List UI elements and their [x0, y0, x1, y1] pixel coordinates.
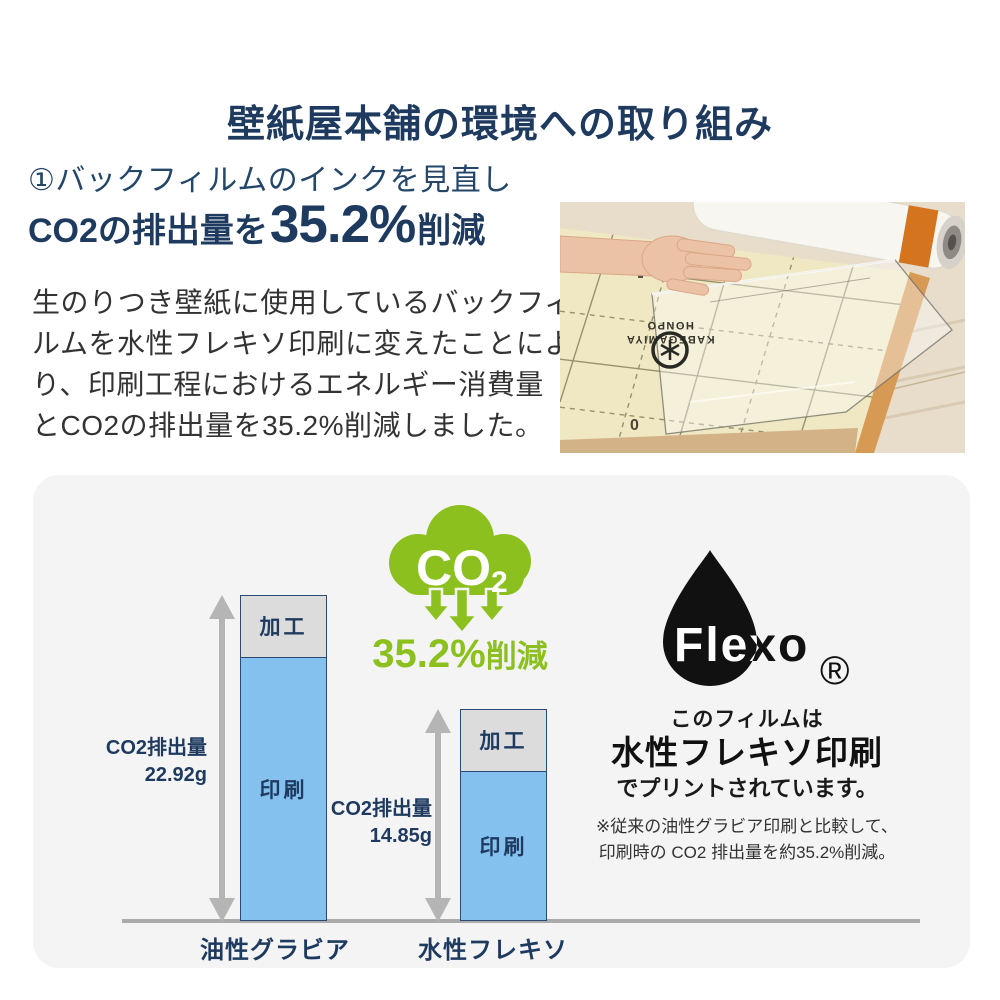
segment-label: 加工 — [479, 730, 528, 754]
segment-label: 印刷 — [259, 778, 308, 802]
co2-cloud-icon: CO2 — [389, 505, 531, 635]
backing-film-photo: 0 KABEGAMIYA HONPO — [560, 202, 965, 453]
emission-label: CO2排出量 22.92g — [57, 735, 207, 789]
comparison-panel: 加工 印刷 加工 印刷 CO2排出量 22.92g CO2排出量 14.85g … — [33, 475, 970, 968]
cardboard-edge — [560, 428, 858, 453]
flexo-wordmark-knockout: Flexo — [674, 619, 809, 672]
result-suffix: 削減 — [417, 212, 486, 250]
film-fold — [709, 277, 871, 303]
segment-process: 加工 — [461, 709, 546, 772]
registered-mark: ® — [820, 649, 849, 693]
range-arrow-icon — [425, 709, 451, 922]
film-statement-2: 水性フレキソ印刷 — [611, 734, 883, 771]
intro-body-line: 生のりつき壁紙に使用しているバックフィ — [32, 287, 573, 318]
category-label: 油性グラビア — [200, 937, 350, 964]
droplet-icon — [663, 550, 757, 686]
reduction-suffix: 削減 — [485, 639, 548, 674]
bar-water-flexo: 加工 印刷 — [460, 708, 547, 921]
paper-roll — [692, 202, 965, 270]
film-logo — [651, 331, 689, 369]
ruler-mark: 0 — [630, 417, 639, 434]
sheet-edge-strip — [855, 272, 930, 453]
emission-label-value: 22.92g — [144, 764, 207, 786]
page-title: 壁紙屋本舗の環境への取り組み — [226, 104, 773, 147]
emission-label: CO2排出量 14.85g — [282, 796, 432, 850]
segment-print: 印刷 — [241, 657, 326, 920]
segment-print: 印刷 — [461, 772, 546, 920]
segment-process: 加工 — [241, 595, 326, 658]
reduction-value: 35.2% — [372, 632, 486, 676]
comparison-note-1: ※従来の油性グラビア印刷と比較して、 — [596, 817, 898, 836]
flexo-wordmark: Flexo — [674, 619, 809, 672]
film-brand-text: KABEGAMIYA HONPO — [625, 319, 714, 345]
intro-heading: ①バックフィルムのインクを見直し — [28, 164, 512, 197]
segment-label: 印刷 — [479, 836, 528, 859]
reduction-label: 35.2%削減 — [335, 631, 585, 677]
hand — [560, 235, 752, 296]
segment-label: 加工 — [259, 616, 308, 640]
chart-baseline — [122, 919, 920, 923]
film-fold — [689, 381, 856, 403]
film-statement-3: でプリントされています。 — [616, 776, 878, 801]
result-value: 35.2% — [269, 195, 416, 254]
emission-label-title: CO2排出量 — [330, 798, 432, 820]
range-arrow-icon — [209, 595, 235, 922]
co2-cloud-text: CO2 — [416, 540, 508, 599]
co2-result-line: CO2の排出量を 35.2% 削減 — [28, 194, 485, 255]
film-statement-1: このフィルムは — [670, 708, 824, 731]
wallpaper-sheet — [560, 228, 910, 453]
emission-label-value: 14.85g — [369, 825, 432, 847]
flexo-logo: Flexo Flexo ® — [663, 550, 849, 693]
bar-oil-gravure: 加工 印刷 — [240, 594, 327, 921]
intro-body-line: ルムを水性フレキソ印刷に変えたことによ — [32, 328, 573, 359]
result-prefix: CO2の排出量を — [28, 212, 268, 250]
intro-body: 生のりつき壁紙に使用しているバックフィ ルムを水性フレキソ印刷に変えたことによ … — [32, 282, 573, 446]
down-arrows-icon — [419, 587, 509, 635]
svg-text:HONPO: HONPO — [646, 319, 694, 331]
svg-text:KABEGAMIYA: KABEGAMIYA — [625, 333, 714, 345]
comparison-note-2: 印刷時の CO2 排出量を約35.2%削減。 — [598, 843, 896, 862]
emission-label-title: CO2排出量 — [105, 737, 207, 759]
category-label: 水性フレキソ — [418, 937, 568, 964]
intro-body-line: り、印刷工程におけるエネルギー消費量 — [32, 369, 544, 400]
intro-body-line: とCO2の排出量を35.2%削減しました。 — [32, 410, 544, 441]
